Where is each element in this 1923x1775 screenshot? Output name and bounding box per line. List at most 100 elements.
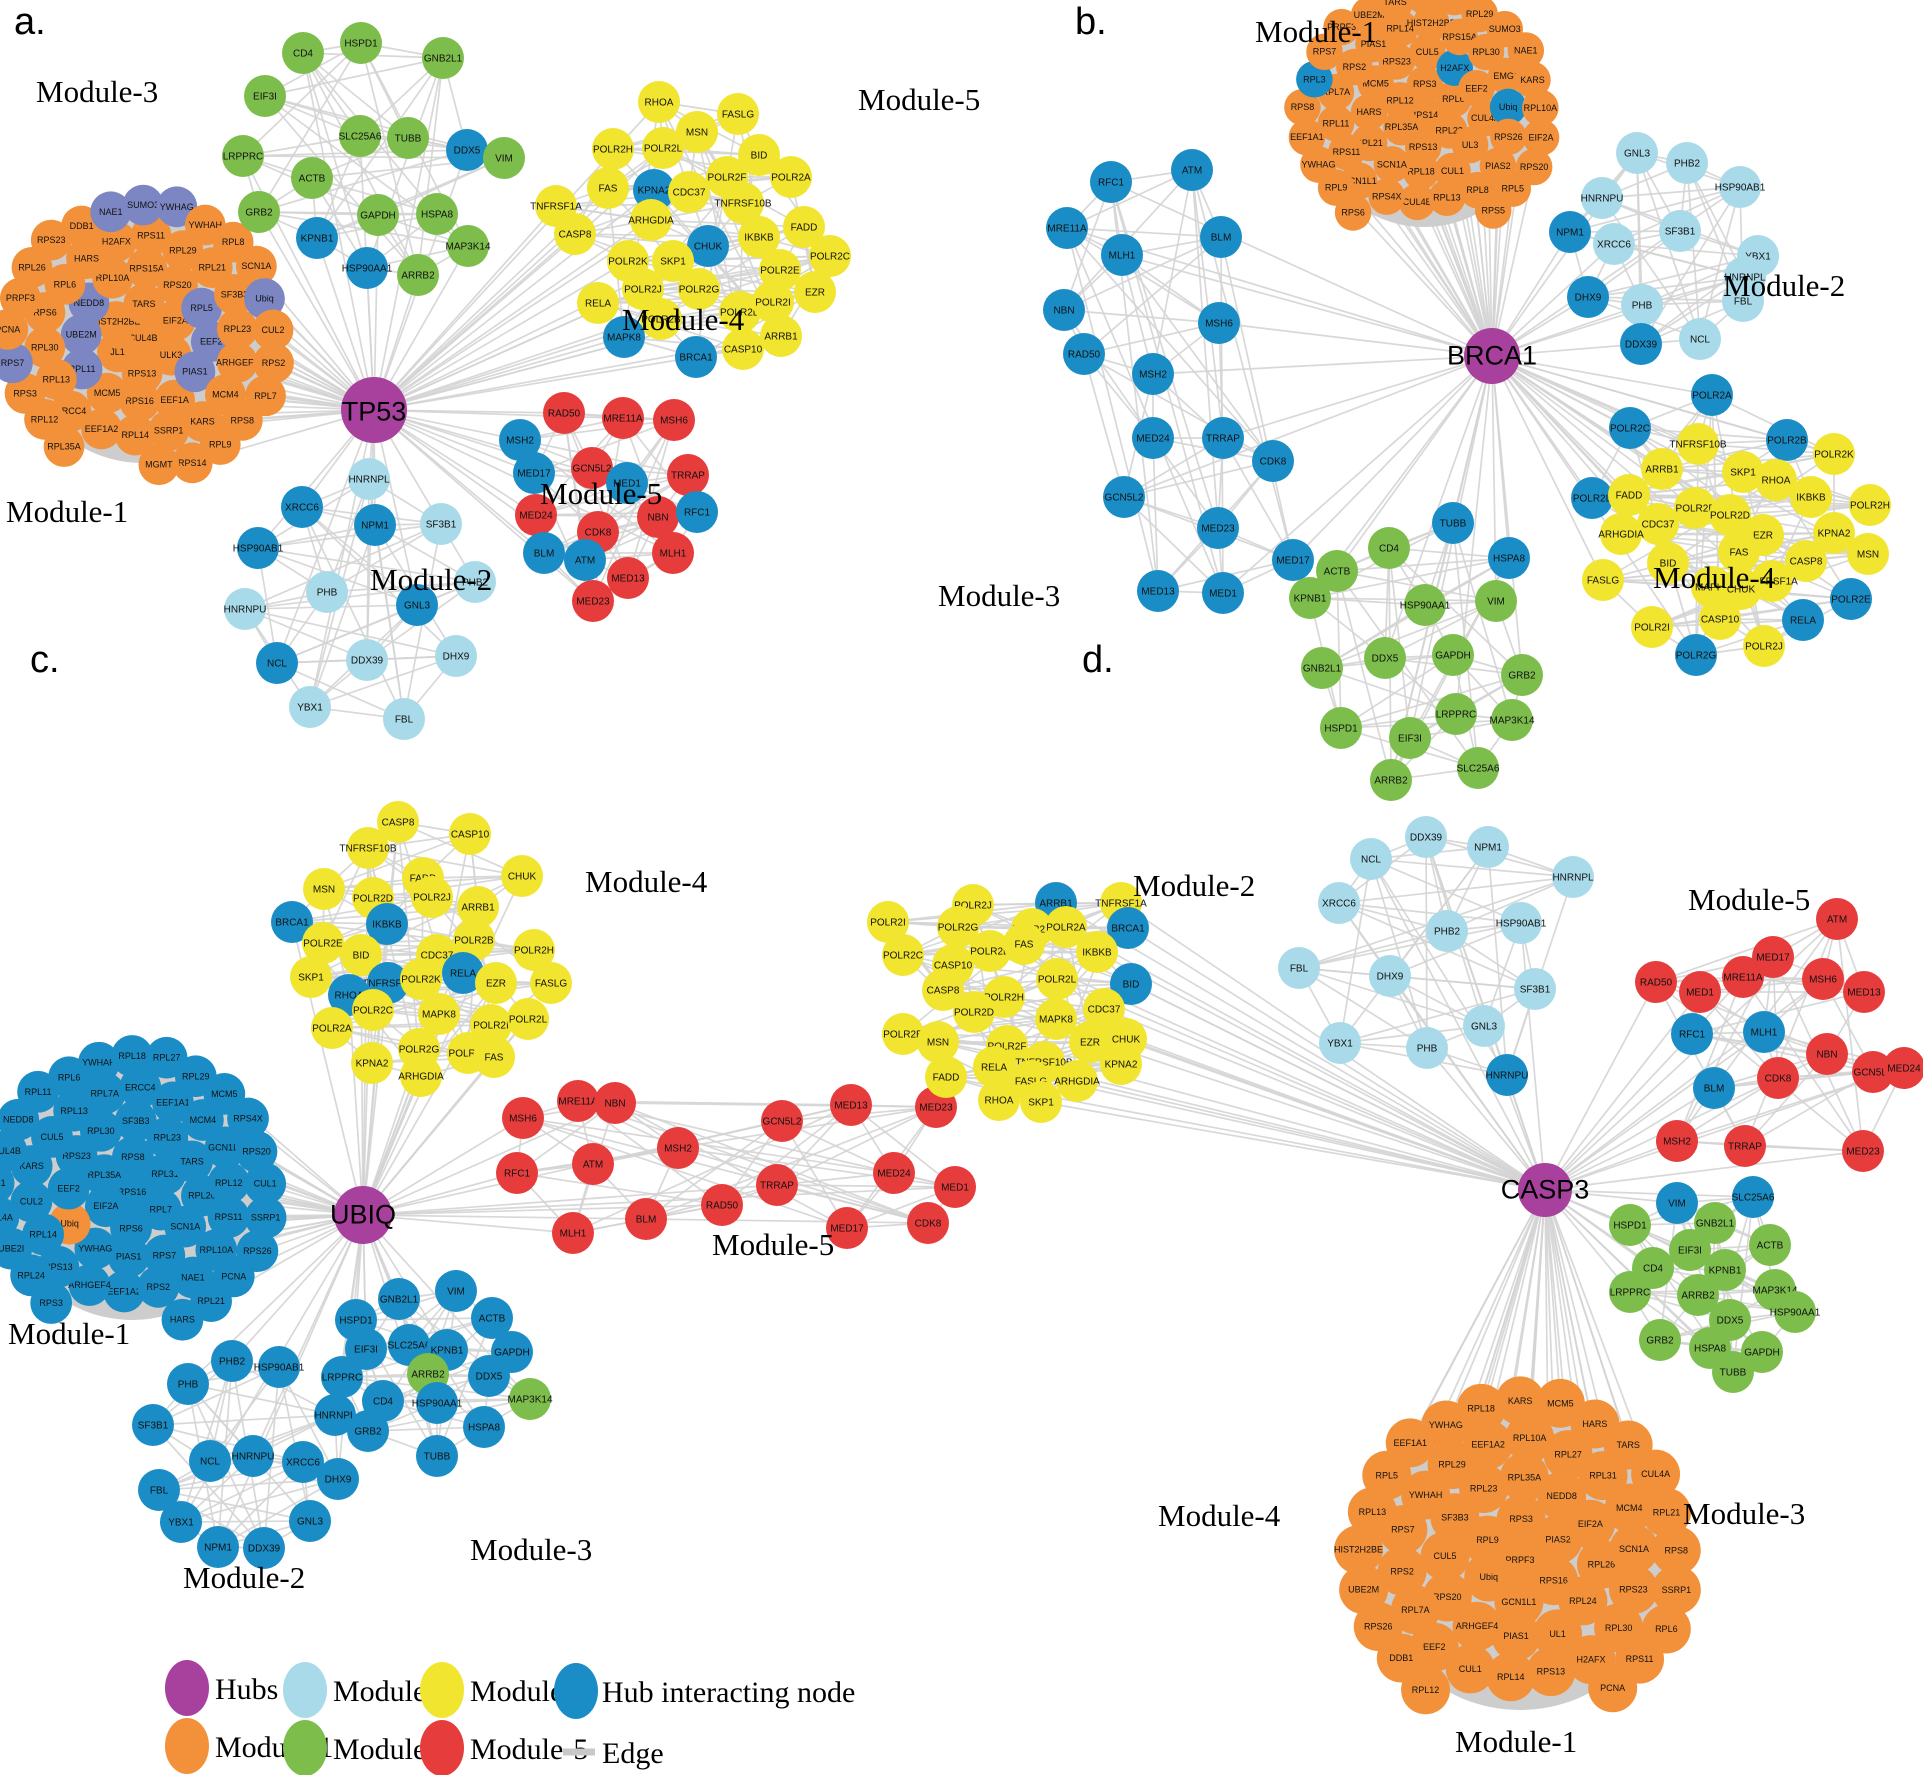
node-label: KPNA2 — [1105, 1060, 1138, 1071]
node-label: RPL30 — [87, 1126, 115, 1136]
node-label: RPL24 — [17, 1270, 45, 1280]
node-GRB2 — [347, 1410, 389, 1452]
node-label: RPL12 — [31, 414, 59, 424]
node-MLH1 — [1101, 234, 1143, 276]
node-label: RFC1 — [684, 508, 711, 519]
node-label: YBX1 — [1327, 1039, 1353, 1050]
node-label: POLR2A — [1046, 923, 1086, 934]
node-label: MSN — [1857, 550, 1879, 561]
node-JL1 — [97, 331, 138, 373]
node-POLR2B — [640, 298, 682, 340]
node-EIF3I — [1669, 1229, 1711, 1271]
node-NPM1 — [1549, 211, 1591, 253]
node-KPNB1 — [1289, 577, 1331, 619]
edge — [258, 211, 375, 411]
node-EEF1A2 — [81, 408, 122, 450]
node-label: NPM1 — [361, 521, 389, 532]
edge — [721, 1104, 852, 1206]
node-label: POLR2F — [988, 1042, 1027, 1053]
node-label: RELA — [450, 969, 476, 980]
node-POLR2H — [592, 128, 634, 170]
node-label: PIAS1 — [182, 367, 208, 377]
node-SKP1 — [290, 956, 332, 998]
node-KPNA2 — [1100, 1043, 1142, 1085]
node-label: HSP90AB1 — [233, 544, 284, 555]
node-label: SF3B1 — [138, 1421, 169, 1432]
node-PHB2 — [1426, 910, 1468, 952]
node-YWHAG — [1300, 146, 1337, 183]
node-label: GNL3 — [1471, 1022, 1498, 1033]
node-NAE1 — [1507, 32, 1545, 69]
node-label: PIAS1 — [1361, 39, 1387, 49]
node-label: MSH6 — [509, 1114, 537, 1125]
node-label: SF3B1 — [1520, 985, 1551, 996]
node-POLR2E — [1830, 578, 1872, 620]
module-caption: Module-2 — [1133, 868, 1255, 903]
edge — [373, 57, 444, 411]
c-module-4: CASP8CASP10TNFRSF10BFADDCHUKMSNPOLR2DPOL… — [271, 801, 572, 1097]
node-GNB2L1 — [1301, 647, 1343, 689]
node-IKBKB — [1790, 476, 1832, 518]
node-GRB2 — [238, 191, 280, 233]
node-PHB2 — [454, 561, 496, 603]
node-XRCC6 — [1318, 882, 1360, 924]
node-MED13 — [607, 557, 649, 599]
node-label: RPS3 — [39, 1298, 63, 1308]
node-label: RPL29 — [1438, 1460, 1466, 1470]
edge — [1123, 496, 1224, 594]
node-label: TRRAP — [1206, 434, 1240, 445]
node-label: EZR — [1753, 531, 1773, 542]
node-label: YWHAH — [82, 1058, 116, 1068]
node-label: POLR2C — [810, 252, 850, 263]
node-label: RPL26 — [188, 1191, 216, 1201]
node-label: RPS5 — [1481, 205, 1505, 215]
edge — [276, 604, 418, 664]
node-RHOA — [978, 1079, 1020, 1121]
node-label: SSRP1 — [1662, 1585, 1692, 1595]
node-label: ARRB2 — [1374, 776, 1408, 787]
node-label: MSN — [313, 885, 335, 896]
node-KPNA2 — [1813, 512, 1855, 554]
node-label: TNFRSF10B — [1669, 440, 1727, 451]
node-label: RPL14 — [1386, 24, 1414, 34]
node-label: RPS13 — [1537, 1667, 1566, 1677]
node-label: FBL — [395, 715, 414, 726]
node-label: RPL13 — [1433, 193, 1461, 203]
edge — [244, 523, 442, 610]
node-label: HNRNPL — [348, 475, 390, 486]
node-label: NEDD8 — [1546, 1491, 1577, 1501]
node-label: RPL27 — [153, 1053, 181, 1063]
edge — [373, 260, 629, 411]
node-label: PIAS2 — [1545, 1534, 1571, 1544]
node-BRCA1 — [675, 336, 717, 378]
edge — [1063, 236, 1222, 311]
node-label: MED1 — [613, 479, 641, 490]
node-POLR2H — [513, 929, 555, 971]
node-label: NCL — [200, 1457, 220, 1468]
node-POLR2L — [1036, 958, 1078, 1000]
node-label: RPS16 — [118, 1187, 147, 1197]
node-EEF1A2 — [1463, 1420, 1513, 1470]
node-label: SCN1A — [1619, 1544, 1649, 1554]
node-MCM5 — [86, 372, 128, 414]
node-POLR2E — [759, 249, 801, 291]
edge — [645, 1106, 937, 1220]
node-label: TUBB — [1440, 519, 1467, 530]
edge — [592, 419, 675, 602]
node-label: POLR2E — [1831, 595, 1871, 606]
node-label: SKP1 — [1730, 468, 1756, 479]
edge — [1742, 976, 1864, 1152]
node-label: HIST2H2BE — [92, 316, 141, 326]
legend: Hubs Module-2 Module-4 Hub interacting node… — [165, 1660, 855, 1775]
node-label: SKP1 — [660, 257, 686, 268]
node-label: RPL23 — [1435, 125, 1463, 135]
node-label: RPL11 — [25, 1087, 52, 1097]
node-label: KPNA2 — [638, 186, 671, 197]
nodes: PRPF3 RPS16 GCN1L1 Ubiq RPL9 RPS3 PIAS2 UL1 PIAS… — [867, 816, 1923, 1715]
node-label: BID — [1123, 980, 1140, 991]
node-label: BRCA1 — [275, 918, 309, 929]
node-MLH1 — [1743, 1011, 1785, 1053]
node-POLR2K — [400, 958, 442, 1000]
node-BID — [1110, 963, 1152, 1005]
